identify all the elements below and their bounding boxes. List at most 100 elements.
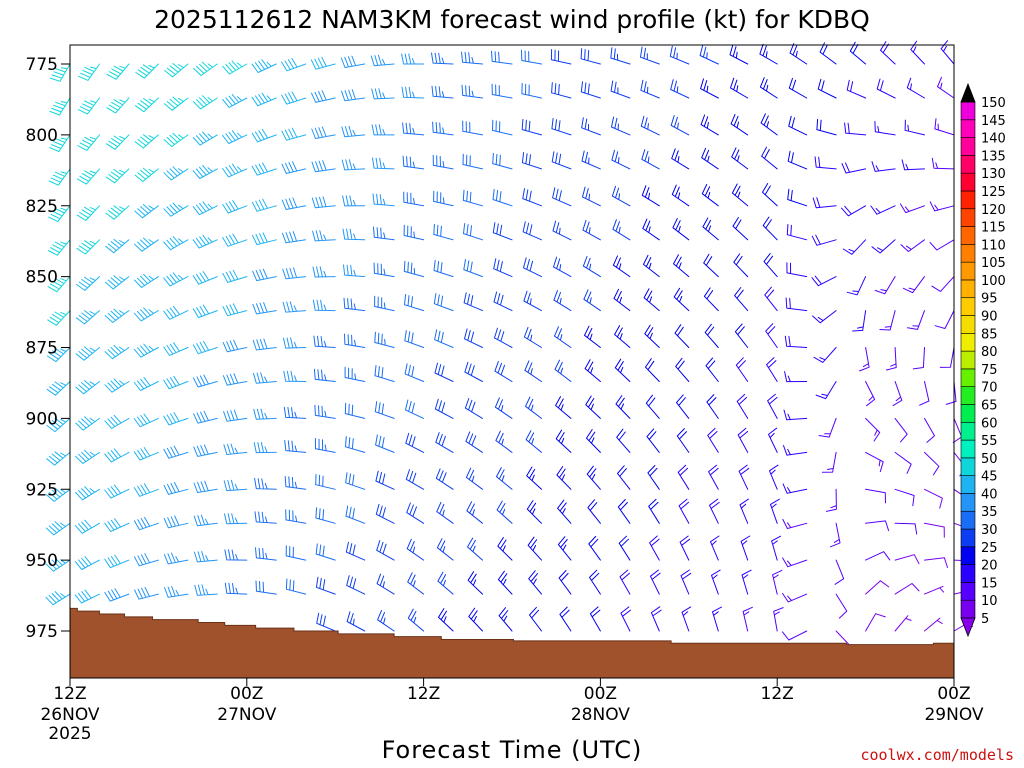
colorbar-label: 60 [981, 416, 998, 431]
wind-barb [767, 393, 778, 419]
wind-barb [104, 378, 130, 393]
wind-barb [761, 146, 778, 170]
wind-barb [705, 357, 719, 382]
wind-barb [437, 571, 454, 595]
wind-barb [589, 606, 601, 632]
wind-barb [782, 630, 808, 641]
wind-barb [468, 607, 483, 632]
wind-barb [312, 230, 336, 242]
wind-barb [315, 474, 336, 490]
wind-barb [370, 54, 395, 67]
wind-barb [313, 335, 336, 348]
wind-barb [133, 483, 159, 497]
wind-barb [105, 205, 130, 220]
wind-barb [252, 302, 277, 315]
wind-barb [812, 310, 837, 324]
wind-barb [952, 417, 963, 443]
wind-barb [671, 148, 690, 170]
colorbar-label: 15 [981, 576, 998, 591]
wind-barb [372, 157, 395, 170]
wind-barb [344, 333, 366, 348]
wind-barb [734, 323, 749, 348]
colorbar-segment [960, 155, 976, 174]
wind-barb [464, 328, 483, 348]
wind-barb [465, 467, 483, 490]
wind-barb [435, 468, 454, 490]
wind-barb [865, 580, 890, 595]
wind-barb [462, 153, 483, 170]
wind-barb [281, 127, 307, 141]
wind-barb [193, 410, 218, 424]
wind-barb [912, 347, 925, 370]
wind-barb [846, 276, 867, 296]
wind-barb [252, 268, 277, 282]
wind-barb [580, 81, 601, 99]
colorbar-segment [960, 386, 976, 405]
wind-barb [679, 535, 691, 561]
wind-barb [788, 115, 808, 136]
wind-barb [675, 357, 690, 382]
colorbar-label: 85 [981, 327, 998, 342]
wind-barb [842, 239, 867, 255]
wind-barb [817, 78, 837, 99]
wind-barb [865, 551, 891, 561]
colorbar-segment [960, 368, 976, 387]
wind-barb [650, 606, 662, 632]
wind-barb [902, 276, 925, 294]
wind-barb [373, 262, 395, 278]
wind-barb [834, 559, 845, 585]
wind-barb [553, 290, 572, 312]
wind-barb [673, 254, 690, 278]
wind-barb [760, 113, 778, 136]
wind-barb [521, 118, 542, 136]
wind-barb [526, 466, 542, 490]
wind-barb [765, 323, 778, 348]
wind-barb [345, 541, 366, 561]
wind-barb [783, 445, 808, 456]
wind-barb [772, 569, 783, 595]
wind-barb [618, 535, 631, 561]
wind-barb [865, 520, 890, 532]
wind-barb [438, 608, 454, 632]
colorbar-label: 5 [981, 612, 989, 627]
wind-barb [374, 365, 395, 382]
wind-barb [924, 451, 940, 476]
wind-barb [222, 339, 248, 353]
credit-text[interactable]: coolwx.com/models [860, 746, 1014, 764]
wind-barb [742, 606, 753, 632]
colorbar-label: 55 [981, 434, 998, 449]
wind-barb [555, 396, 572, 419]
wind-barb [251, 198, 277, 212]
wind-barb [47, 239, 71, 256]
colorbar-segment [960, 279, 976, 299]
wind-barb [582, 256, 601, 278]
wind-barb [924, 585, 945, 595]
wind-barb [640, 79, 660, 99]
wind-barb [584, 325, 601, 348]
wind-barb [341, 159, 366, 171]
wind-barb [374, 331, 395, 348]
wind-barb [75, 310, 100, 325]
wind-barb [782, 557, 808, 568]
wind-barb [346, 575, 366, 595]
wind-barb [557, 499, 572, 524]
wind-barb [133, 343, 159, 358]
wind-barb [523, 290, 542, 312]
colorbar-label: 40 [981, 487, 998, 502]
y-tick-label: 800 [26, 126, 58, 146]
wind-barb [528, 570, 542, 595]
wind-barb [222, 93, 248, 108]
wind-barb [492, 152, 513, 170]
wind-barb [253, 372, 277, 384]
chart-title: 2025112612 NAM3KM forecast wind profile … [154, 5, 870, 34]
x-tick-date: 29NOV [924, 705, 983, 725]
colorbar-segment [960, 528, 976, 548]
wind-barb [738, 464, 750, 490]
wind-barb [345, 436, 366, 453]
wind-barb [431, 85, 454, 99]
wind-barb [255, 547, 277, 561]
wind-barb [786, 224, 808, 241]
wind-barb [550, 49, 572, 65]
wind-barb [787, 188, 808, 207]
wind-barb [870, 205, 896, 215]
